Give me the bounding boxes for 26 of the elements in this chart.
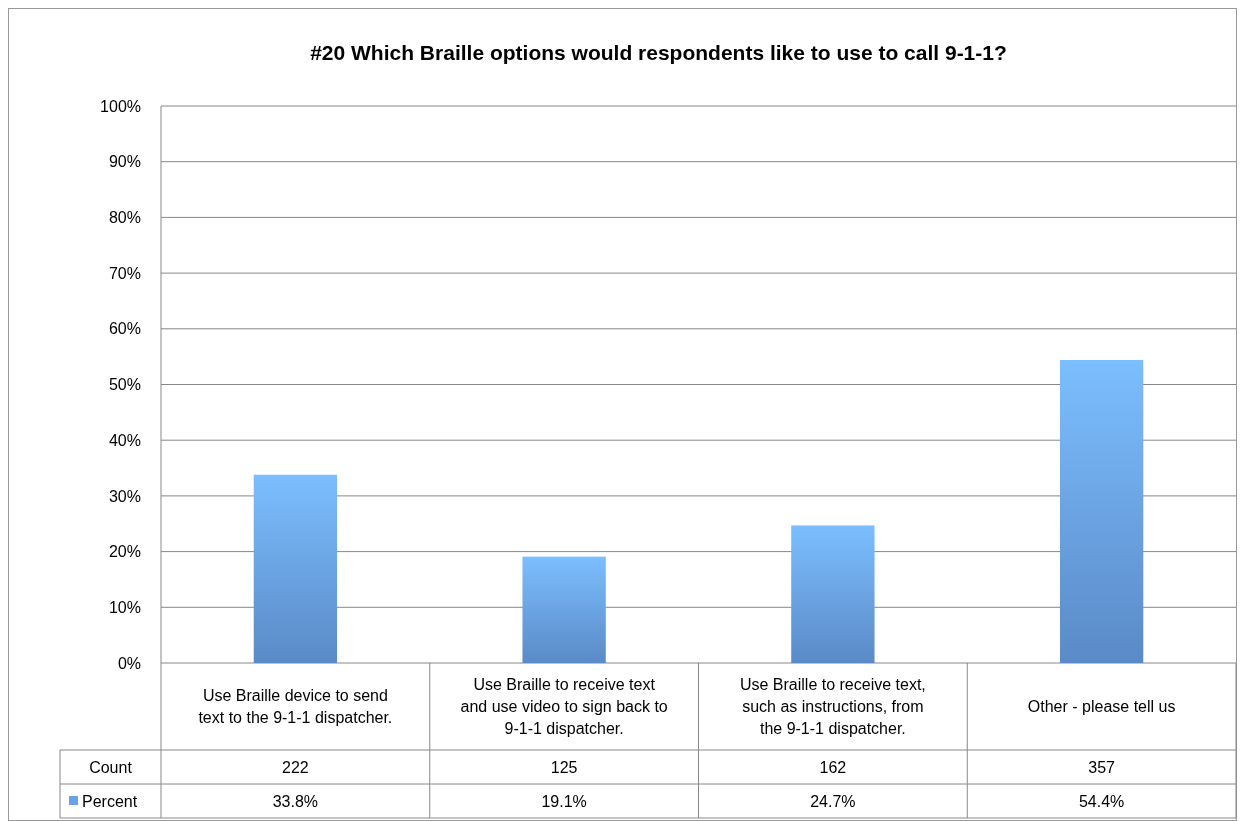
legend-label: Percent xyxy=(82,792,138,810)
y-tick-label: 30% xyxy=(108,487,141,505)
data-label: 19.1% xyxy=(541,792,587,810)
data-label: 24.7% xyxy=(810,792,856,810)
text: 125 xyxy=(550,758,578,776)
data-label: 33.8% xyxy=(272,792,319,810)
y-tick-label: 40% xyxy=(108,431,141,449)
y-tick-label: 100% xyxy=(100,97,141,115)
y-tick-label: 10% xyxy=(108,598,141,616)
x-tick-label: Use Braille to receive text, such as instructions, from the 9-1-1 dispatcher. xyxy=(739,676,926,738)
text: 162 xyxy=(819,758,847,776)
data-label: 54.4% xyxy=(1078,792,1125,810)
text: Count xyxy=(89,758,133,776)
y-tick-label: 50% xyxy=(108,376,141,394)
y-tick-label: 0% xyxy=(117,654,141,672)
x-tick-label: Use Braille to receive text and use video to sign back to 9-1-1 dispatcher. xyxy=(460,676,668,738)
x-tick-label: Use Braille device to send text to the 9-1-1 dispatcher. xyxy=(198,687,393,727)
text: 357 xyxy=(1088,758,1116,776)
y-tick-label: 20% xyxy=(108,543,141,561)
text: 222 xyxy=(282,758,309,776)
x-tick-label: Other - please tell us xyxy=(1027,698,1176,716)
y-tick-label: 90% xyxy=(108,153,141,171)
y-tick-label: 80% xyxy=(108,209,141,226)
y-tick-label: 60% xyxy=(108,320,141,338)
y-tick-label: 70% xyxy=(108,264,141,282)
chart-title: #20 Which Braille options would respondents like to use to call 9-1-1? xyxy=(310,41,1007,64)
